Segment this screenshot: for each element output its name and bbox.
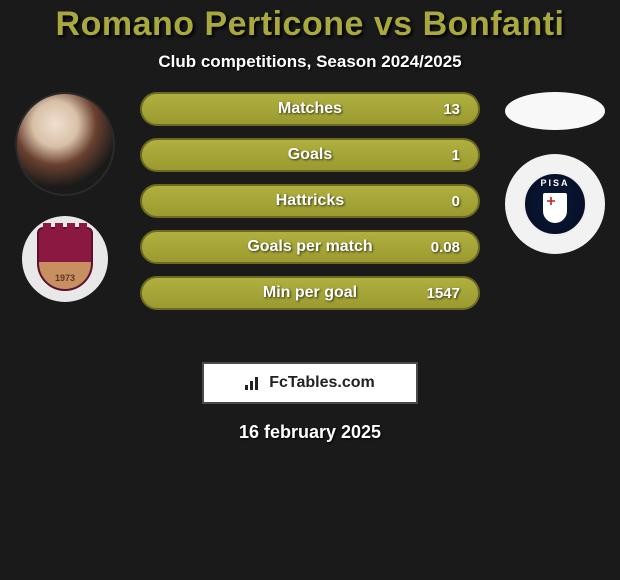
cittadella-crenellation	[43, 223, 87, 235]
stat-row-matches: Matches 13	[140, 92, 480, 126]
stat-pills: Matches 13 Goals 1 Hattricks 0 Goals per…	[140, 92, 480, 322]
stat-row-gpm: Goals per match 0.08	[140, 230, 480, 264]
stat-value-right: 0	[452, 193, 460, 210]
bar-chart-icon	[245, 376, 263, 390]
stat-label: Min per goal	[263, 284, 357, 302]
stat-label: Goals	[288, 146, 332, 164]
right-player-avatar-placeholder	[505, 92, 605, 130]
cittadella-shield: 1973	[37, 227, 93, 291]
source-label: FcTables.com	[269, 374, 375, 392]
source-box[interactable]: FcTables.com	[202, 362, 418, 404]
stat-value-right: 1	[452, 147, 460, 164]
stat-row-hattricks: Hattricks 0	[140, 184, 480, 218]
cittadella-year: 1973	[39, 273, 91, 283]
stat-label: Goals per match	[247, 238, 372, 256]
pisa-roundel: PISA	[523, 172, 587, 236]
left-player-avatar	[15, 92, 115, 196]
stat-row-goals: Goals 1	[140, 138, 480, 172]
stat-value-right: 0.08	[431, 239, 460, 256]
pisa-shield	[543, 193, 567, 223]
pisa-text: PISA	[540, 178, 569, 188]
stat-value-right: 13	[443, 101, 460, 118]
right-club-badge: PISA	[505, 154, 605, 254]
pisa-cross-icon	[547, 197, 555, 205]
stat-row-mpg: Min per goal 1547	[140, 276, 480, 310]
left-club-badge: 1973	[22, 216, 108, 302]
right-player-column: PISA	[500, 92, 610, 254]
stat-label: Matches	[278, 100, 342, 118]
comparison-card: Romano Perticone vs Bonfanti Club compet…	[0, 0, 620, 443]
subtitle: Club competitions, Season 2024/2025	[0, 52, 620, 72]
date-label: 16 february 2025	[0, 422, 620, 443]
page-title: Romano Perticone vs Bonfanti	[0, 5, 620, 44]
stat-value-right: 1547	[427, 285, 460, 302]
stat-label: Hattricks	[276, 192, 344, 210]
left-player-column: 1973	[10, 92, 120, 302]
main-area: 1973 Matches 13 Goals 1 Hattricks 0 Goal…	[0, 92, 620, 352]
